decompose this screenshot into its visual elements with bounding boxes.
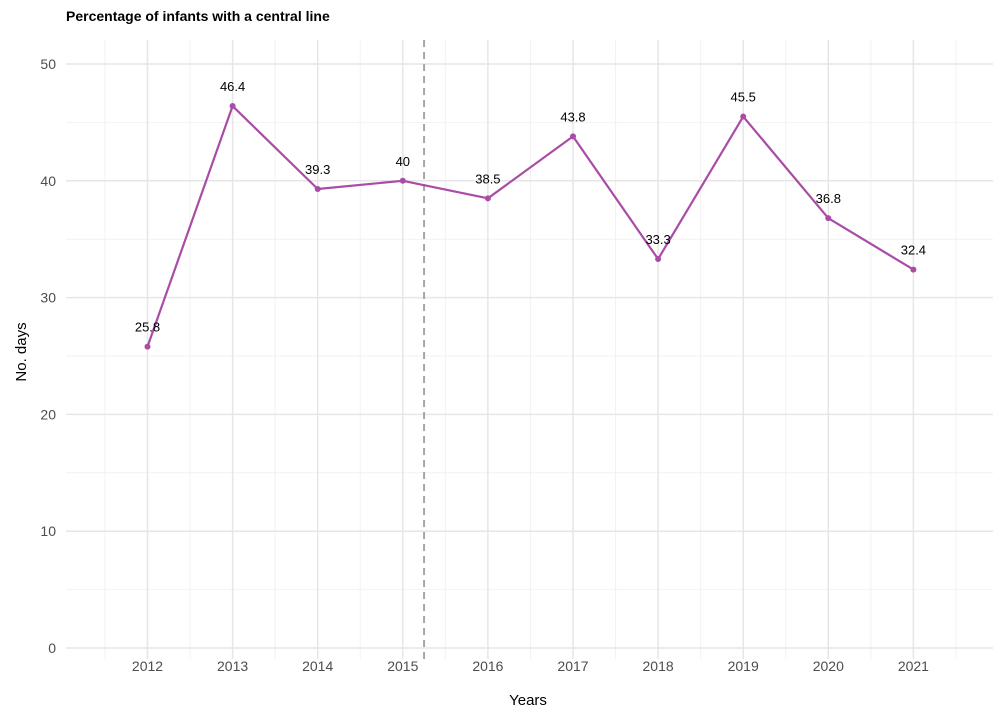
minor-gridlines [66, 40, 993, 659]
series-layer [144, 103, 917, 350]
x-axis-ticks: 2012 2013 2014 2015 2016 2017 2018 2019 2020 2021 [132, 658, 929, 674]
data-point [144, 343, 151, 350]
data-label: 40 [396, 154, 410, 169]
data-label: 43.8 [560, 109, 585, 124]
data-point [570, 133, 576, 140]
data-label: 25.8 [135, 320, 160, 335]
data-point [655, 256, 662, 263]
y-tick-label: 0 [48, 640, 56, 656]
data-label: 32.4 [901, 243, 926, 258]
x-tick-label: 2013 [217, 658, 248, 674]
series-line [146, 104, 914, 348]
x-tick-label: 2017 [557, 658, 588, 674]
data-label: 39.3 [305, 162, 330, 177]
x-axis-title: Years [509, 692, 547, 706]
data-label: 33.3 [645, 232, 670, 247]
x-tick-label: 2012 [132, 658, 163, 674]
data-label: 46.4 [220, 79, 245, 94]
data-point [399, 177, 406, 184]
x-tick-label: 2019 [728, 658, 759, 674]
y-tick-label: 40 [40, 173, 56, 189]
y-tick-label: 20 [40, 406, 56, 422]
major-gridlines [66, 40, 993, 659]
data-label: 38.5 [475, 171, 500, 186]
y-axis-ticks: 0 10 20 30 40 50 [40, 56, 56, 656]
data-point [484, 195, 491, 202]
y-axis-title: No. days [13, 322, 30, 381]
x-tick-label: 2021 [898, 658, 929, 674]
y-tick-label: 10 [40, 523, 56, 539]
x-tick-label: 2018 [643, 658, 674, 674]
data-point [229, 103, 236, 110]
x-tick-label: 2016 [472, 658, 503, 674]
data-point [314, 185, 321, 192]
data-point [825, 215, 832, 222]
data-label: 45.5 [731, 90, 756, 105]
data-point [740, 113, 747, 120]
chart-title: Percentage of infants with a central lin… [66, 8, 330, 24]
data-point [910, 266, 917, 273]
x-tick-label: 2015 [387, 658, 418, 674]
data-labels: 25.8 46.4 39.3 40 38.5 43.8 33.3 45.5 36.8 32.4 [135, 79, 926, 335]
y-tick-label: 50 [40, 56, 56, 72]
x-tick-label: 2020 [813, 658, 844, 674]
data-label: 36.8 [816, 191, 841, 206]
y-tick-label: 30 [40, 290, 56, 306]
x-tick-label: 2014 [302, 658, 333, 674]
